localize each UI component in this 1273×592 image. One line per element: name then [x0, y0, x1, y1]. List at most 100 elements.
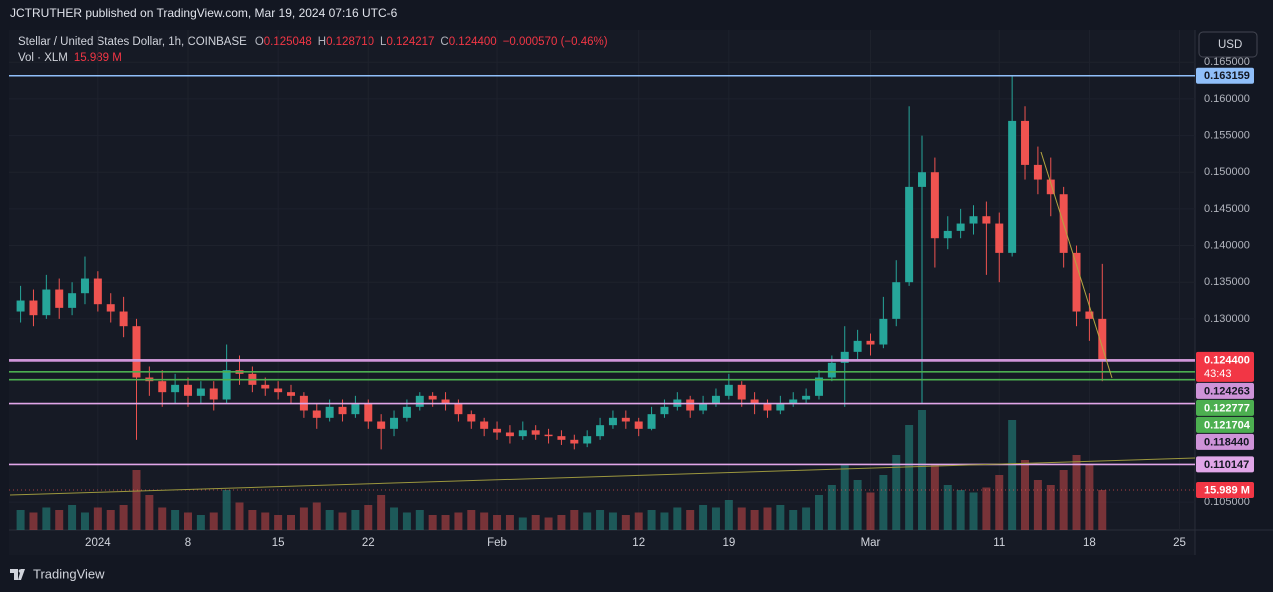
candle-body — [840, 351, 849, 363]
grid — [9, 30, 1195, 530]
ohlc-label: L — [380, 36, 387, 48]
volume-bar — [1021, 460, 1030, 530]
volume-bar — [312, 502, 321, 530]
volume-bar — [750, 510, 759, 530]
candle-body — [312, 410, 321, 418]
candle-body — [776, 403, 785, 411]
candle-body — [42, 289, 51, 316]
volume-bar — [737, 507, 746, 530]
price-label-bg — [1196, 382, 1254, 399]
volume-bar — [621, 515, 630, 530]
ohlc-label: H — [318, 36, 326, 48]
candle-body — [802, 395, 811, 400]
candle-body — [390, 417, 399, 429]
price-label: 0.118440 — [1204, 436, 1249, 448]
ohlc-value: 0.128710 — [326, 36, 374, 48]
candle-body — [402, 406, 411, 418]
volume-bar — [415, 510, 424, 530]
volume-bar — [171, 510, 180, 530]
trend-line — [9, 457, 1196, 496]
x-tick-label: 15 — [272, 537, 285, 549]
volume-bar — [1098, 490, 1107, 530]
candle-body — [621, 417, 630, 422]
candle-body — [737, 384, 746, 400]
candle-body — [351, 403, 360, 415]
volume-bar — [402, 512, 411, 530]
candle-body — [1033, 164, 1042, 180]
volume-bar — [686, 510, 695, 530]
x-tick-label: 25 — [1173, 537, 1186, 549]
volume-bar — [55, 510, 64, 530]
candle-body — [184, 384, 192, 396]
volume-bar — [608, 512, 617, 530]
candle-body — [16, 300, 25, 312]
candle-body — [80, 278, 89, 294]
candle-body — [377, 421, 386, 429]
volume-bar — [390, 507, 399, 530]
y-tick-label: 0.165000 — [1204, 56, 1250, 68]
volume-bar — [647, 510, 656, 530]
volume-bar — [930, 465, 939, 530]
candle-body — [261, 384, 270, 389]
candle-body — [750, 399, 759, 404]
volume-bars — [16, 410, 1107, 530]
volume-bar — [892, 455, 901, 530]
volume-bar — [711, 507, 720, 530]
volume-bar — [879, 475, 888, 530]
candle-body — [287, 392, 296, 396]
volume-bar — [531, 515, 540, 530]
candle-body — [364, 403, 373, 422]
volume-bar — [299, 507, 308, 530]
candle-body — [441, 399, 450, 404]
candle-body — [596, 425, 605, 437]
candle-body — [209, 388, 218, 400]
volume-bar — [196, 515, 205, 530]
volume-bar — [325, 510, 334, 530]
tradingview-logo: TradingView — [10, 566, 105, 581]
candle-body — [930, 172, 939, 239]
candle-body — [956, 223, 965, 231]
x-tick-label: Feb — [487, 537, 507, 549]
candle-body — [699, 403, 708, 411]
volume-bar — [969, 492, 978, 530]
volume-bar — [763, 507, 772, 530]
volume-bar — [209, 512, 218, 530]
candle-body — [634, 421, 643, 429]
axes: 0.105000 0.130000 0.135000 0.140000 0.145000… — [85, 56, 1254, 549]
volume-bar — [119, 505, 128, 530]
currency-button[interactable] — [1198, 31, 1258, 58]
price-label: 0.163159 — [1204, 70, 1250, 82]
volume-bar — [132, 470, 141, 530]
volume-bar — [428, 515, 437, 530]
candle-body — [879, 318, 888, 345]
volume-bar — [905, 425, 914, 530]
volume-bar — [853, 480, 862, 530]
y-tick-label: 0.145000 — [1204, 203, 1250, 215]
candle-body — [1085, 311, 1094, 319]
currency[interactable]: USD — [1218, 39, 1242, 51]
candle-body — [171, 384, 180, 393]
price-label: 0.122777 — [1204, 402, 1250, 414]
x-tick-label: 22 — [362, 537, 375, 549]
volume-bar — [1033, 480, 1042, 530]
volume-bar — [184, 512, 192, 530]
volume-bar — [261, 512, 270, 530]
volume-label: 15.989 M — [1204, 484, 1250, 496]
candle-body — [905, 186, 914, 283]
candle-body — [1072, 252, 1081, 312]
x-tick-label: 2024 — [85, 537, 111, 549]
candle-body — [814, 377, 823, 396]
candle-body — [943, 230, 952, 239]
x-tick-label: 19 — [722, 537, 735, 549]
volume-bar — [467, 510, 476, 530]
candle-body — [995, 223, 1004, 253]
candle-body — [106, 304, 115, 312]
candle-body — [415, 395, 424, 407]
volume-bar — [583, 512, 592, 530]
volume-bar — [145, 495, 154, 530]
volume-bar — [454, 512, 463, 530]
ohlc-value: 0.125048 — [264, 36, 312, 48]
volume-label-bg — [1196, 482, 1254, 499]
x-tick-label: 8 — [185, 537, 191, 549]
